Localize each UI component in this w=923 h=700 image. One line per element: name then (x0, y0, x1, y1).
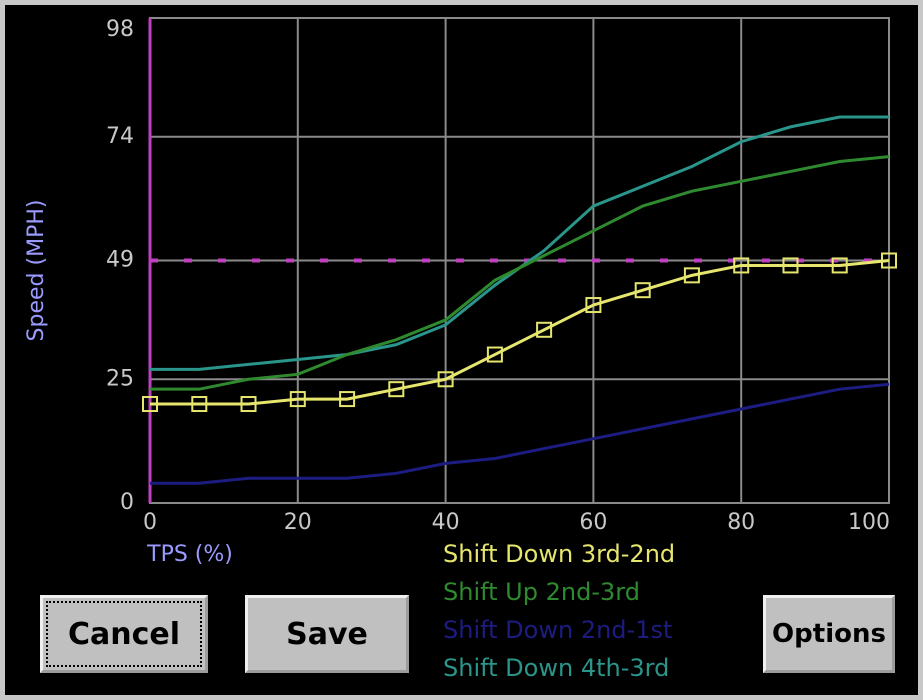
y-tick-label: 49 (106, 248, 134, 273)
series-line (150, 259, 890, 406)
point-marker (831, 257, 848, 274)
x-tick-label: 100 (848, 510, 890, 535)
point-marker (191, 396, 208, 413)
point-marker (388, 381, 405, 398)
x-tick-label: 20 (284, 510, 312, 535)
point-marker (585, 297, 602, 314)
point-marker (339, 391, 356, 408)
y-tick-label: 0 (120, 490, 134, 515)
y-tick-label: 98 (106, 17, 134, 42)
point-marker (486, 346, 503, 363)
series-line (150, 155, 890, 391)
legend-entry: Shift Down 4th-3rd (443, 654, 669, 682)
point-marker (683, 267, 700, 284)
point-marker (634, 282, 651, 299)
y-axis-label: Speed (MPH) (24, 200, 49, 342)
x-tick-label: 40 (432, 510, 460, 535)
series-line (150, 382, 890, 485)
x-tick-label: 80 (727, 510, 755, 535)
save-button[interactable]: Save (245, 595, 409, 673)
x-axis-label: TPS (%) (146, 542, 233, 567)
point-marker (733, 257, 750, 274)
series-line (150, 115, 889, 371)
x-tick-label: 60 (579, 510, 607, 535)
legend-entry: Shift Down 2nd-1st (443, 616, 672, 644)
options-button[interactable]: Options (763, 595, 895, 673)
point-marker (437, 371, 454, 388)
point-marker (289, 391, 306, 408)
legend-entry: Shift Down 3rd-2nd (443, 540, 675, 568)
legend-entry: Shift Up 2nd-3rd (443, 578, 640, 606)
point-marker (782, 257, 799, 274)
chart: 0 25 49 74 98 0 20 40 60 80 100 Speed (MPH) TPS (%) S… (24, 17, 897, 682)
point-marker (536, 321, 553, 338)
x-tick-label: 0 (143, 510, 157, 535)
point-marker (881, 252, 897, 269)
y-tick-label: 25 (106, 366, 134, 391)
cancel-button[interactable]: Cancel (40, 595, 208, 673)
point-marker (142, 396, 158, 413)
point-marker (240, 396, 257, 413)
y-tick-label: 74 (106, 124, 134, 149)
